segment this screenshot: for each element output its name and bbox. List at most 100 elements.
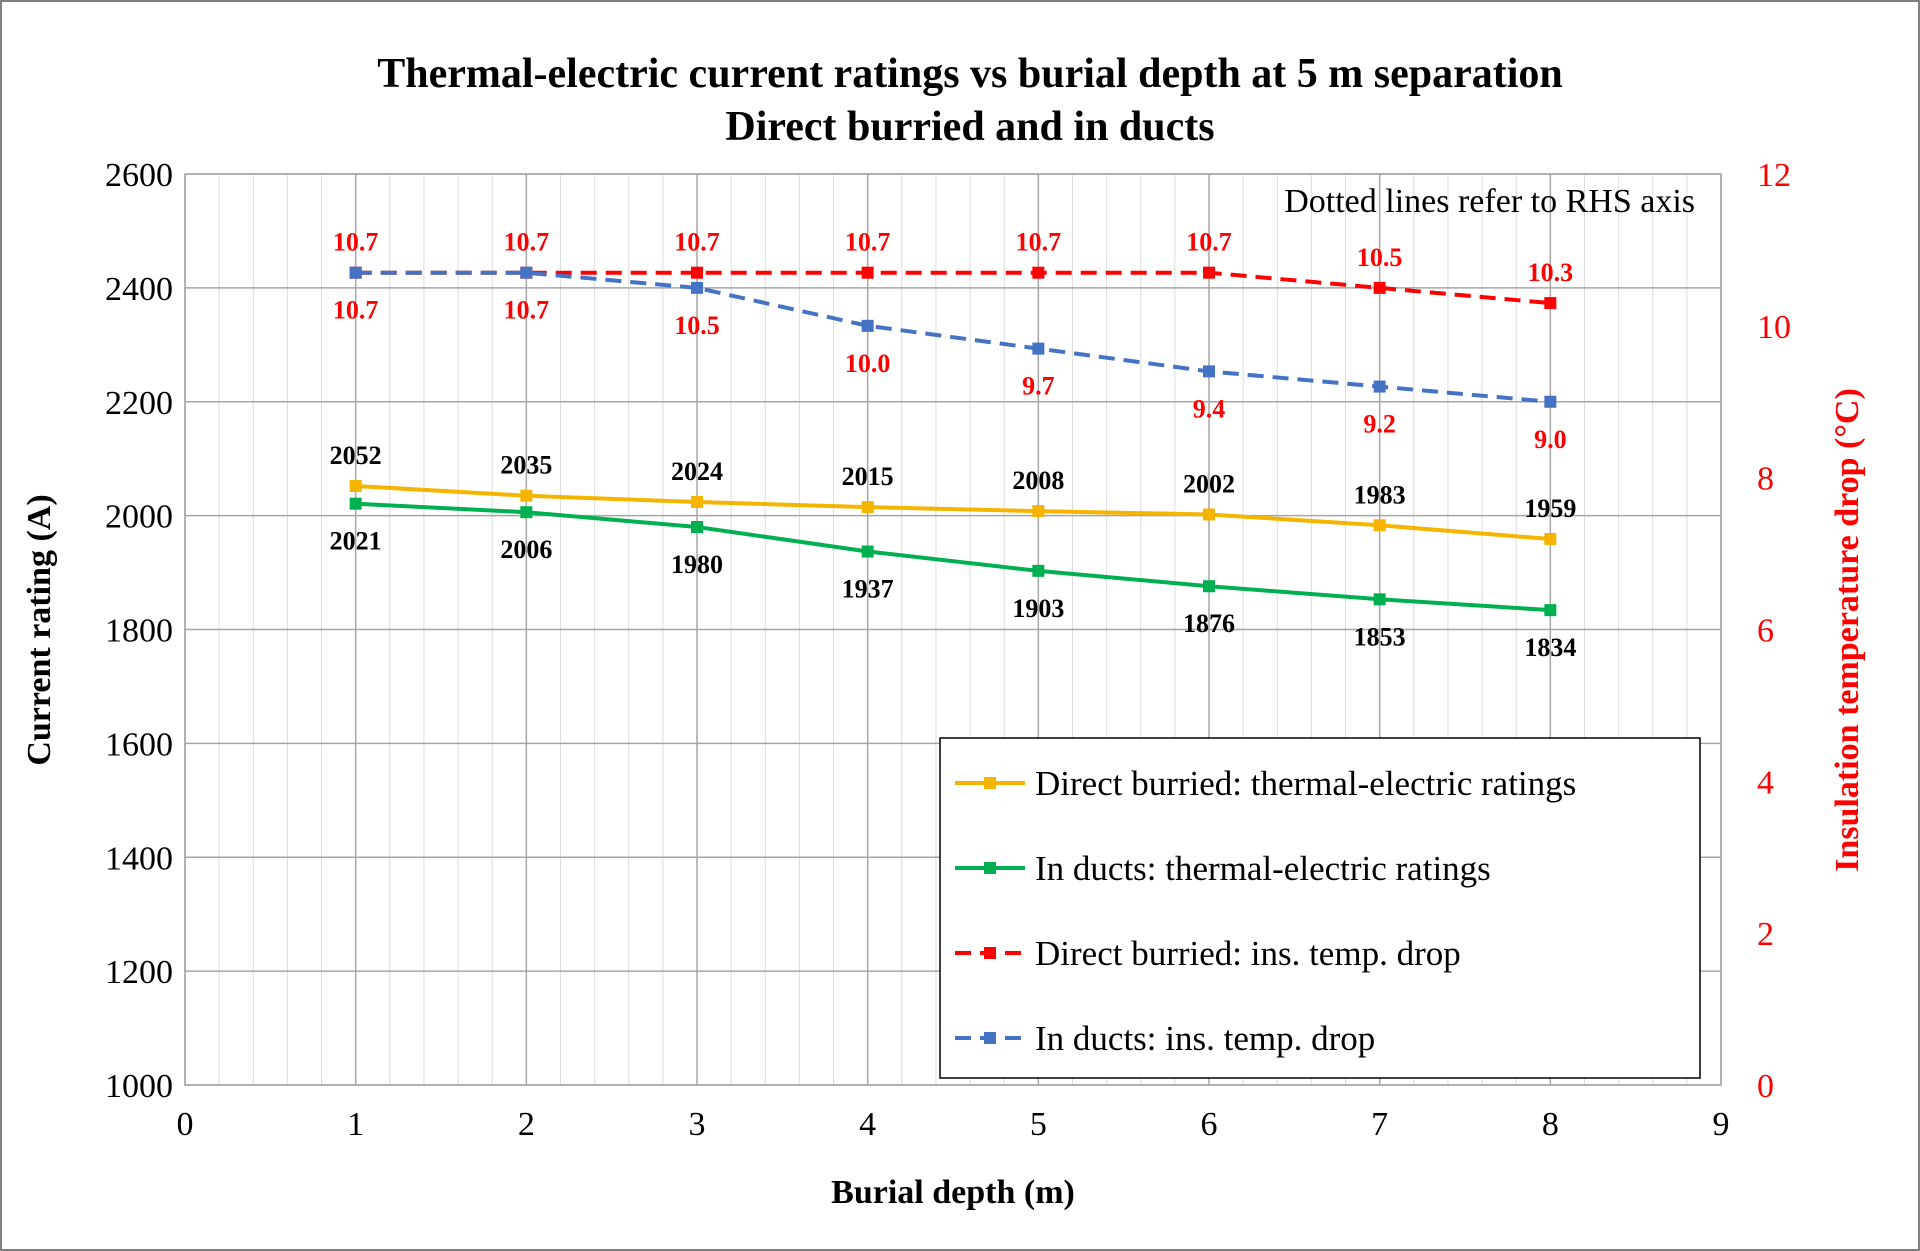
data-point-marker <box>1203 580 1215 593</box>
data-point-marker <box>1032 564 1045 577</box>
y-tick-label: 1400 <box>105 840 173 877</box>
data-point-marker <box>520 489 533 502</box>
data-point-marker <box>861 545 874 558</box>
data-label: 10.5 <box>1357 243 1403 272</box>
y2-tick-label: 12 <box>1757 157 1791 194</box>
data-label: 1834 <box>1524 633 1576 662</box>
y-tick-label: 2000 <box>105 499 173 536</box>
data-point-marker <box>691 495 703 508</box>
y2-tick-label: 8 <box>1757 461 1774 498</box>
y2-tick-label: 10 <box>1757 309 1791 346</box>
chart-subtitle: Direct burried and in ducts <box>725 104 1214 150</box>
data-point-marker <box>861 319 874 332</box>
x-axis-label: Burial depth (m) <box>831 1174 1075 1211</box>
data-point-marker <box>1544 604 1557 617</box>
data-point-marker <box>1544 532 1557 545</box>
x-tick-label: 0 <box>177 1106 194 1143</box>
data-label: 10.7 <box>845 228 891 257</box>
data-point-marker <box>1032 505 1045 518</box>
data-point-marker <box>691 266 703 279</box>
legend-label: In ducts: ins. temp. drop <box>1035 1019 1375 1058</box>
data-label: 2002 <box>1183 469 1235 498</box>
data-label: 1980 <box>671 550 723 579</box>
x-tick-label: 7 <box>1371 1106 1388 1143</box>
legend-label: Direct burried: ins. temp. drop <box>1035 934 1461 973</box>
y2-tick-label: 4 <box>1757 764 1774 801</box>
y-tick-label: 2200 <box>105 385 173 422</box>
data-label: 9.0 <box>1534 425 1567 454</box>
y-tick-label: 1800 <box>105 613 173 650</box>
data-point-marker <box>1203 266 1215 279</box>
data-label: 10.7 <box>1186 228 1232 257</box>
data-label: 1853 <box>1354 622 1406 651</box>
x-tick-label: 9 <box>1713 1106 1730 1143</box>
data-label: 2024 <box>671 457 723 486</box>
series-line-1 <box>355 501 1551 613</box>
data-point-marker <box>1373 380 1386 393</box>
x-tick-label: 6 <box>1201 1106 1218 1143</box>
data-point-marker <box>1032 266 1045 279</box>
data-point-marker <box>861 266 874 279</box>
data-labels-layer: 2052 2035 2024 2015 2008 2002 1983 1959 2021 2006… <box>330 228 1577 662</box>
chart-title: Thermal-electric current ratings vs buri… <box>377 51 1563 97</box>
data-point-marker <box>1544 395 1557 408</box>
series-line-0 <box>355 484 1551 541</box>
x-tick-label: 8 <box>1542 1106 1559 1143</box>
data-point-marker <box>1373 519 1386 532</box>
data-point-marker <box>861 501 874 514</box>
data-label: 2035 <box>500 451 552 480</box>
y-tick-label: 1200 <box>105 954 173 991</box>
x-tick-label: 5 <box>1030 1106 1047 1143</box>
y-axis-label: Current rating (A) <box>21 494 58 765</box>
data-label: 2006 <box>500 535 552 564</box>
data-label: 9.2 <box>1363 410 1396 439</box>
data-label: 10.7 <box>333 296 379 325</box>
data-point-marker <box>520 266 533 279</box>
data-label: 10.0 <box>845 349 891 378</box>
data-point-marker <box>1203 365 1215 378</box>
data-point-marker <box>1373 281 1386 294</box>
legend-box <box>939 737 1701 1079</box>
data-point-marker <box>349 480 362 493</box>
data-label: 1903 <box>1012 594 1064 623</box>
y-tick-label: 2400 <box>105 271 173 308</box>
x-tick-label: 3 <box>689 1106 706 1143</box>
y-axis-ticks: 1000 1200 1400 1600 1800 2000 2200 2400 2600 <box>105 157 173 1105</box>
data-label: 10.3 <box>1528 258 1574 287</box>
data-label: 1959 <box>1524 494 1576 523</box>
data-label: 2015 <box>842 462 894 491</box>
series-line-3 <box>355 270 1551 404</box>
data-label: 10.5 <box>674 311 720 340</box>
x-tick-label: 1 <box>347 1106 364 1143</box>
y2-tick-label: 2 <box>1757 916 1774 953</box>
legend-label: Direct burried: thermal-electric ratings <box>1035 764 1576 803</box>
legend-marker-swatch <box>984 1032 996 1044</box>
legend-marker-swatch <box>984 862 996 874</box>
data-label: 10.7 <box>674 228 720 257</box>
x-axis-ticks: 0 1 2 3 4 5 6 7 8 9 <box>177 1106 1730 1143</box>
legend-marker-swatch <box>984 777 996 789</box>
plot-area-border <box>184 173 1722 1086</box>
data-label: 2052 <box>330 441 382 470</box>
data-point-marker <box>691 521 703 534</box>
data-point-marker <box>520 506 533 519</box>
legend: Direct burried: thermal-electric ratings… <box>939 737 1701 1079</box>
y-tick-label: 1000 <box>105 1068 173 1105</box>
y-tick-label: 2600 <box>105 157 173 194</box>
data-point-marker <box>1203 508 1215 521</box>
x-tick-label: 4 <box>859 1106 876 1143</box>
x-tick-label: 2 <box>518 1106 535 1143</box>
data-label: 9.7 <box>1022 372 1055 401</box>
data-label: 2008 <box>1012 466 1064 495</box>
data-point-marker <box>1544 297 1557 310</box>
y2-axis-ticks: 0 2 4 6 8 10 12 <box>1757 157 1791 1105</box>
data-point-marker <box>349 266 362 279</box>
data-point-marker <box>349 497 362 510</box>
data-label: 10.7 <box>1016 228 1062 257</box>
legend-label: In ducts: thermal-electric ratings <box>1035 849 1491 888</box>
data-label: 2021 <box>330 527 382 556</box>
y-tick-label: 1600 <box>105 726 173 763</box>
data-label: 10.7 <box>504 296 550 325</box>
